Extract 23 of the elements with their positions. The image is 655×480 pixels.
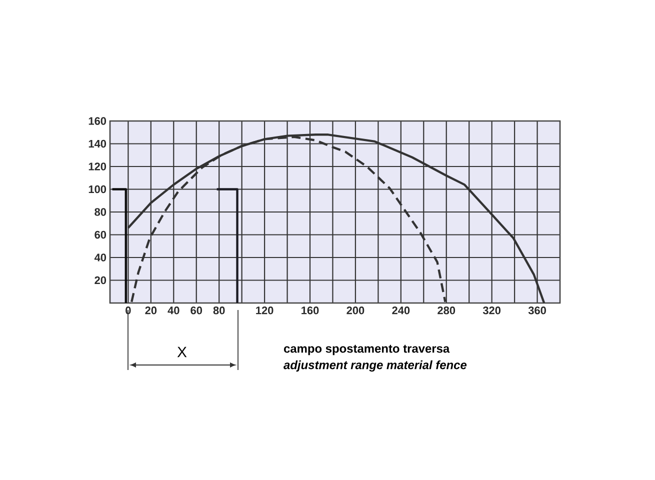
y-tick-label: 20 — [94, 276, 106, 284]
y-tick-label: 120 — [88, 162, 106, 170]
x-tick-label: 200 — [346, 306, 364, 314]
y-tick-label: 60 — [94, 230, 106, 239]
y-tick-label: 40 — [94, 254, 106, 262]
y-tick-label: 80 — [94, 208, 106, 216]
x-tick-label: 160 — [302, 306, 319, 314]
text: adjustment range material fence — [284, 360, 467, 372]
x-tick-label: 0 — [126, 306, 131, 314]
x-tick-label: 240 — [392, 306, 410, 314]
x-tick-label: 120 — [256, 306, 274, 314]
x-tick-label: 280 — [438, 306, 456, 314]
x-tick-label: 360 — [528, 306, 546, 314]
x-tick-label: 80 — [213, 306, 225, 314]
x-tick-label: 320 — [482, 306, 501, 314]
text: campo spostamento traversa — [284, 344, 450, 356]
y-tick-label: 100 — [88, 185, 106, 194]
y-tick-label: 160 — [88, 117, 106, 125]
x-tick-label: 40 — [168, 306, 180, 314]
y-tick-label: 140 — [88, 140, 106, 148]
x-tick-label: 60 — [190, 306, 202, 314]
text: X — [177, 346, 187, 358]
x-tick-label: 20 — [145, 306, 157, 314]
